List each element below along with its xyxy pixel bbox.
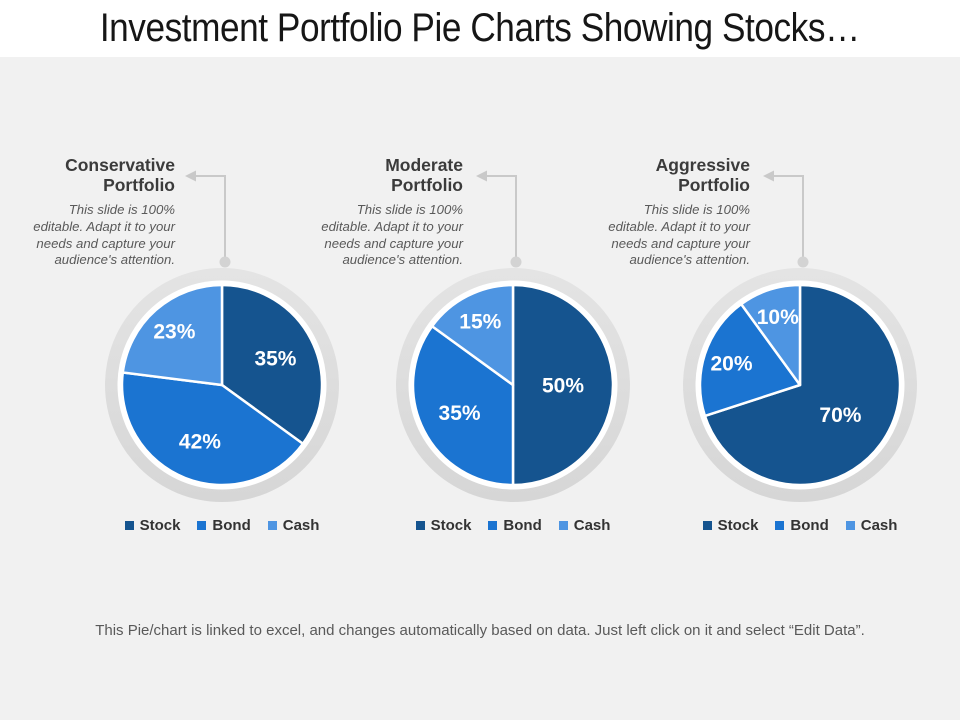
slice-value-label: 23%: [153, 321, 195, 344]
legend-label: Cash: [860, 517, 898, 534]
slice-value-label: 35%: [439, 402, 481, 425]
legend-item-stock: Stock: [702, 517, 759, 534]
legend-moderate: Stock Bond Cash: [353, 517, 673, 534]
portfolio-description: This slide is 100% editable. Adapt it to…: [33, 202, 175, 268]
legend-label: Stock: [430, 517, 472, 534]
slice-value-label: 50%: [542, 375, 584, 398]
legend-swatch: [415, 521, 425, 530]
legend-label: Stock: [717, 517, 759, 534]
legend-item-bond: Bond: [197, 517, 251, 534]
legend-conservative: Stock Bond Cash: [62, 517, 382, 534]
legend-label: Stock: [139, 517, 181, 534]
slice-value-label: 35%: [254, 347, 296, 370]
portfolio-heading: Conservative Portfolio: [65, 155, 175, 195]
callout-connector-arrow: [476, 170, 522, 268]
legend-item-bond: Bond: [488, 517, 542, 534]
legend-swatch: [558, 521, 568, 530]
pie-slice-stock[interactable]: [220, 283, 324, 446]
pie-slice-bond[interactable]: [411, 324, 515, 487]
legend-swatch: [702, 521, 712, 530]
slice-value-label: 42%: [179, 430, 221, 453]
portfolio-heading: Aggressive Portfolio: [655, 155, 750, 195]
pie-chart-aggressive[interactable]: 70% 20%10%: [680, 265, 920, 505]
slice-value-label: 70%: [819, 404, 861, 427]
legend-item-bond: Bond: [775, 517, 829, 534]
page-title: Investment Portfolio Pie Charts Showing …: [100, 6, 860, 50]
pie-slice-bond[interactable]: [120, 371, 305, 487]
legend-item-cash: Cash: [558, 517, 611, 534]
portfolio-description: This slide is 100% editable. Adapt it to…: [608, 202, 750, 268]
callout-moderate: Moderate Portfolio This slide is 100% ed…: [303, 155, 463, 269]
callout-aggressive: Aggressive Portfolio This slide is 100% …: [590, 155, 750, 269]
legend-label: Cash: [573, 517, 611, 534]
slice-value-label: 20%: [711, 352, 753, 375]
slice-value-label: 10%: [757, 306, 799, 329]
slice-value-label: 15%: [459, 310, 501, 333]
callout-connector-arrow: [185, 170, 231, 268]
pie-slice-cash[interactable]: [121, 283, 224, 387]
pie-chart-moderate[interactable]: 50% 35% 15%: [393, 265, 633, 505]
portfolio-description: This slide is 100% editable. Adapt it to…: [321, 202, 463, 268]
legend-swatch: [197, 521, 207, 530]
portfolio-heading: Moderate Portfolio: [385, 155, 463, 195]
pie-slice-stock[interactable]: [703, 283, 902, 487]
title-bar: Investment Portfolio Pie Charts Showing …: [0, 0, 960, 57]
legend-swatch: [845, 521, 855, 530]
legend-label: Bond: [790, 517, 829, 534]
legend-swatch: [775, 521, 785, 530]
legend-item-cash: Cash: [845, 517, 898, 534]
legend-swatch: [267, 521, 277, 530]
pie-chart-conservative[interactable]: 35% 42% 23%: [102, 265, 342, 505]
pie-slice-stock[interactable]: [511, 283, 615, 487]
callout-conservative: Conservative Portfolio This slide is 100…: [15, 155, 175, 269]
legend-label: Bond: [212, 517, 251, 534]
legend-label: Cash: [282, 517, 320, 534]
legend-swatch: [124, 521, 134, 530]
legend-item-stock: Stock: [415, 517, 472, 534]
footer-note: This Pie/chart is linked to excel, and c…: [95, 622, 865, 639]
legend-item-stock: Stock: [124, 517, 181, 534]
pie-slice-bond[interactable]: [698, 302, 802, 418]
pie-slice-cash[interactable]: [430, 283, 515, 387]
legend-label: Bond: [503, 517, 542, 534]
pie-slice-cash[interactable]: [739, 283, 802, 387]
legend-aggressive: Stock Bond Cash: [640, 517, 960, 534]
callout-connector-arrow: [763, 170, 809, 268]
legend-item-cash: Cash: [267, 517, 320, 534]
legend-swatch: [488, 521, 498, 530]
